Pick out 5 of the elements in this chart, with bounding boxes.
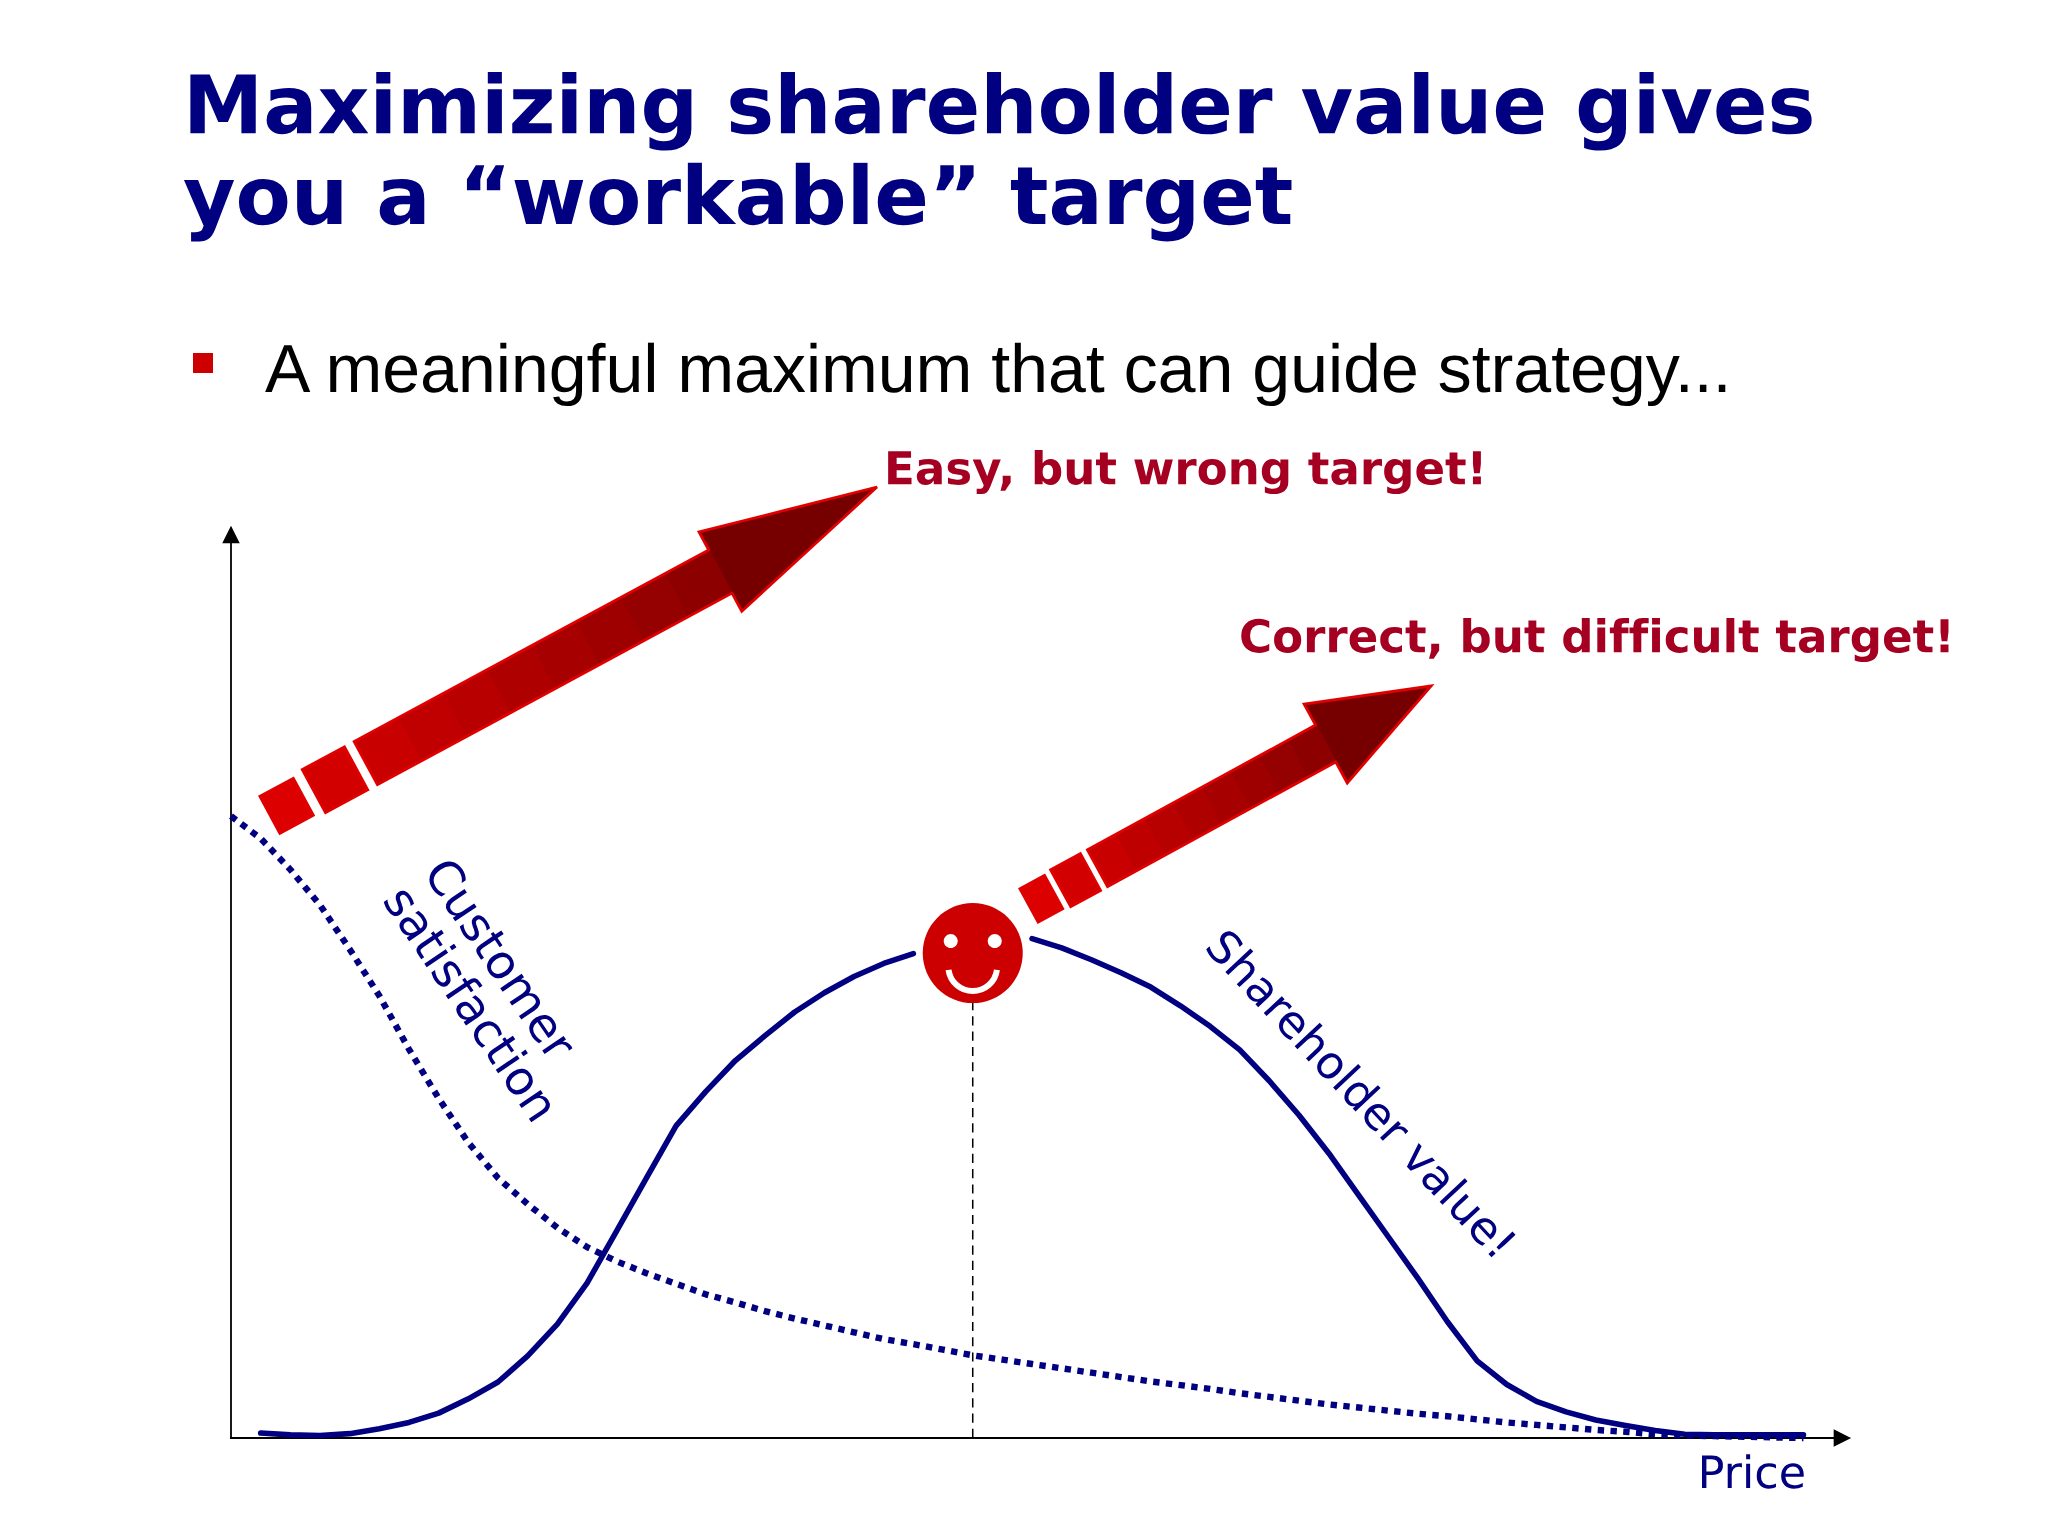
chart-subtitle: A meaningful maximum that can guide strategy... bbox=[265, 342, 1726, 407]
text: Correct, but difficult target! bbox=[1241, 617, 1949, 663]
chart-title: Maximizing shareholder value gives you a “workable” target bbox=[183, 72, 1812, 242]
text: Easy, but wrong target! bbox=[888, 449, 1481, 495]
x-axis-title: Price bbox=[1702, 1454, 1804, 1489]
